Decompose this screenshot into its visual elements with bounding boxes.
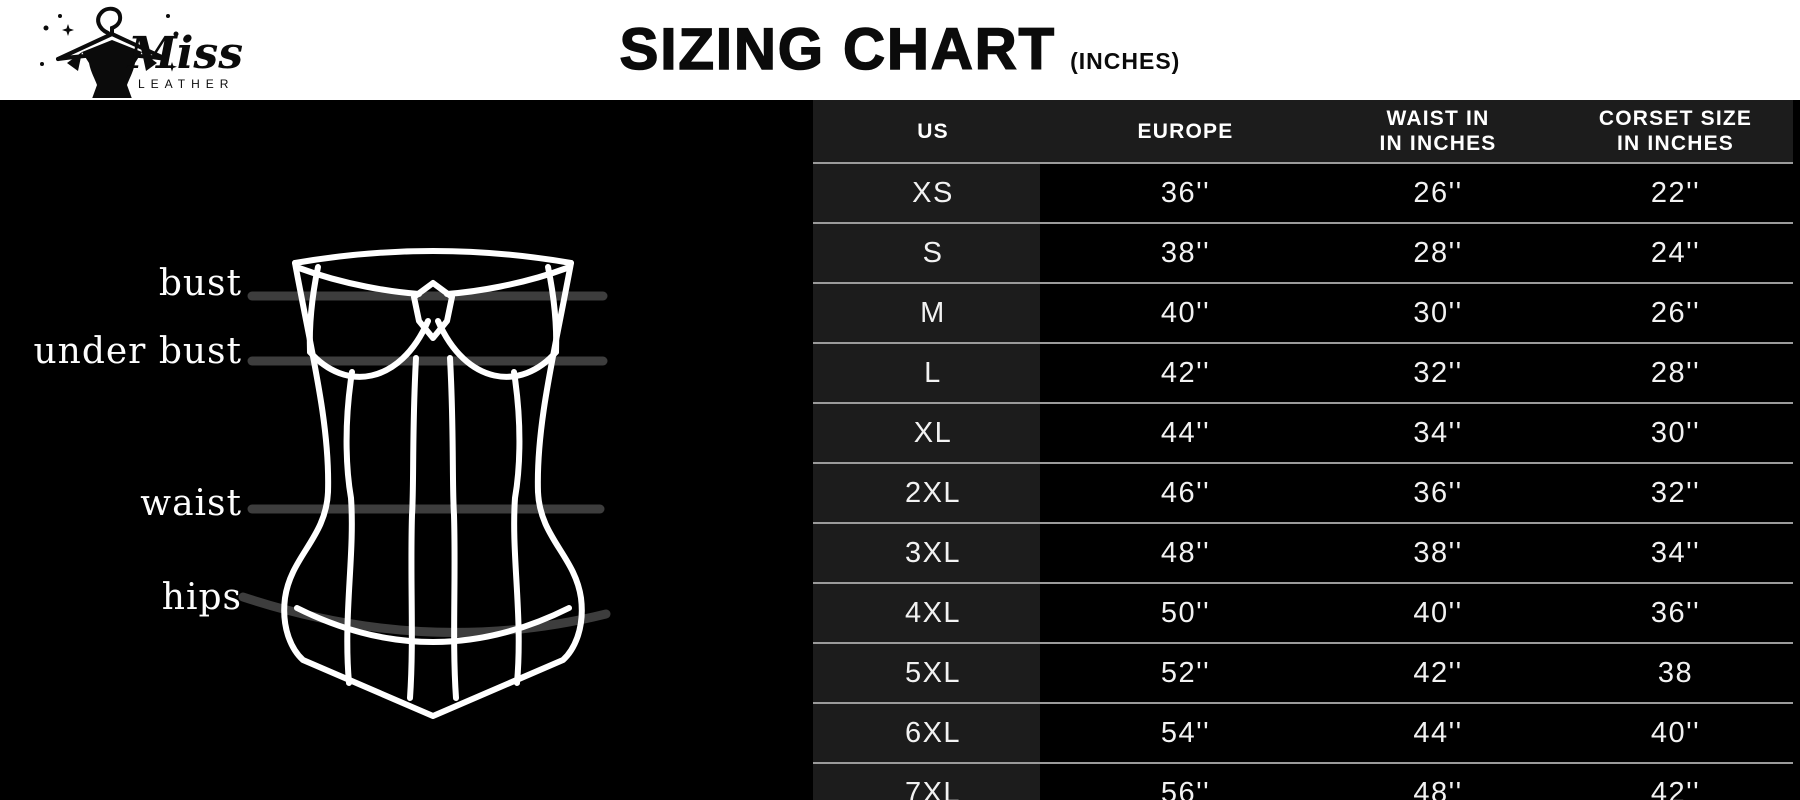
measurement-diagram: bust under bust waist hips [0, 100, 813, 800]
label-bust: bust [158, 263, 242, 304]
label-waist: waist [140, 483, 242, 524]
column-header-us: US [917, 119, 949, 143]
cell-corset-size: 28'' [1650, 356, 1701, 389]
label-under-bust: under bust [33, 331, 242, 372]
cell-waist-inches: 26'' [1413, 176, 1463, 209]
cell-europe-size: 44'' [1160, 416, 1211, 449]
brand-logo: Miss LEATHER [40, 6, 243, 98]
cell-us-size: 7XL [904, 776, 962, 800]
table-row: M 40'' 30'' 26'' [813, 282, 1793, 342]
table-row: L 42'' 32'' 28'' [813, 342, 1793, 402]
cell-waist-inches: 48'' [1413, 776, 1463, 800]
cell-us-size: 2XL [904, 476, 962, 509]
cell-europe-size: 42'' [1160, 356, 1211, 389]
cell-europe-size: 56'' [1160, 776, 1211, 800]
cell-us-size: 6XL [904, 716, 962, 749]
cell-europe-size: 48'' [1160, 536, 1211, 569]
table-row: S 38'' 28'' 24'' [813, 222, 1793, 282]
cell-corset-size: 32'' [1650, 476, 1701, 509]
page-title: SIZING CHART (INCHES) [0, 0, 1800, 100]
brand-name-text: Miss [126, 28, 243, 79]
cell-us-size: 5XL [904, 656, 962, 689]
cell-waist-inches: 32'' [1413, 356, 1463, 389]
label-hips: hips [161, 577, 242, 618]
cell-corset-size: 38 [1657, 656, 1694, 689]
header-bar: SIZING CHART (INCHES) Miss LEA [0, 0, 1800, 100]
dress-icon [40, 14, 188, 98]
column-header-europe: EUROPE [1137, 119, 1234, 143]
cell-waist-inches: 42'' [1413, 656, 1463, 689]
corset-illustration [238, 248, 611, 719]
cell-europe-size: 54'' [1160, 716, 1211, 749]
cell-europe-size: 38'' [1160, 236, 1211, 269]
cell-waist-inches: 40'' [1413, 596, 1463, 629]
size-table-header: US EUROPE WAIST IN IN INCHES CORSET SIZE I… [813, 100, 1793, 164]
table-row: 2XL 46'' 36'' 32'' [813, 462, 1793, 522]
cell-corset-size: 40'' [1650, 716, 1701, 749]
table-row: 3XL 48'' 38'' 34'' [813, 522, 1793, 582]
table-row: 6XL 54'' 44'' 40'' [813, 702, 1793, 762]
cell-corset-size: 30'' [1650, 416, 1701, 449]
size-table: US EUROPE WAIST IN IN INCHES CORSET SIZE I… [813, 100, 1793, 800]
cell-us-size: L [924, 356, 942, 389]
cell-corset-size: 22'' [1650, 176, 1701, 209]
brand-sub-text: LEATHER [138, 77, 234, 91]
cell-us-size: XL [913, 416, 953, 449]
cell-europe-size: 50'' [1160, 596, 1211, 629]
cell-waist-inches: 34'' [1413, 416, 1463, 449]
sparkle-icon [167, 62, 177, 72]
cell-europe-size: 46'' [1160, 476, 1211, 509]
table-row: 7XL 56'' 48'' 42'' [813, 762, 1793, 800]
page-title-units: (INCHES) [1070, 48, 1181, 74]
cell-europe-size: 40'' [1160, 296, 1211, 329]
corset-outline [281, 248, 585, 719]
hanger-hook-icon [96, 6, 123, 36]
column-header-corset-size: CORSET SIZE IN INCHES [1598, 107, 1753, 155]
cell-us-size: 3XL [904, 536, 962, 569]
page-title-text: SIZING CHART [619, 16, 1057, 83]
cell-us-size: M [920, 296, 946, 329]
column-header-waist: WAIST IN IN INCHES [1379, 107, 1497, 155]
cell-waist-inches: 36'' [1413, 476, 1463, 509]
cell-corset-size: 24'' [1650, 236, 1701, 269]
cell-corset-size: 36'' [1650, 596, 1701, 629]
sparkle-icon [62, 24, 74, 36]
cell-us-size: S [922, 236, 944, 269]
cell-europe-size: 52'' [1160, 656, 1211, 689]
cell-corset-size: 42'' [1650, 776, 1701, 800]
cell-waist-inches: 44'' [1413, 716, 1463, 749]
measurement-lines [238, 291, 611, 637]
table-row: 4XL 50'' 40'' 36'' [813, 582, 1793, 642]
table-row: 5XL 52'' 42'' 38 [813, 642, 1793, 702]
table-row: XL 44'' 34'' 30'' [813, 402, 1793, 462]
cell-waist-inches: 30'' [1413, 296, 1463, 329]
cell-corset-size: 34'' [1650, 536, 1701, 569]
cell-us-size: 4XL [904, 596, 962, 629]
cell-europe-size: 36'' [1160, 176, 1211, 209]
us-column-background [813, 100, 1040, 800]
cell-waist-inches: 38'' [1413, 536, 1463, 569]
cell-corset-size: 26'' [1650, 296, 1701, 329]
hips-line [238, 592, 611, 637]
cell-us-size: XS [912, 176, 954, 209]
size-table-body: XS 36'' 26'' 22'' S 38'' 28'' 24'' M 40'… [813, 164, 1793, 800]
table-row: XS 36'' 26'' 22'' [813, 164, 1793, 222]
cell-waist-inches: 28'' [1413, 236, 1463, 269]
